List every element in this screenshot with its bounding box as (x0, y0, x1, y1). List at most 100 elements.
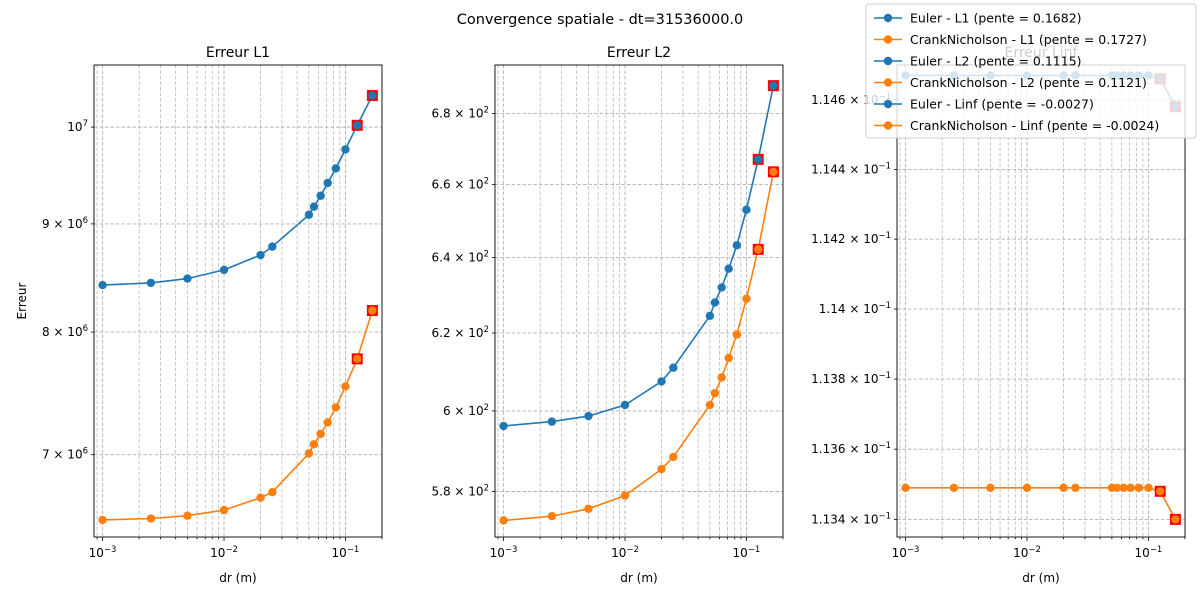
series-1-point (547, 417, 557, 426)
legend-marker (883, 99, 893, 109)
legend-entry-label: CrankNicholson - L2 (pente = 0.1121) (910, 75, 1147, 90)
series-1-point (368, 91, 377, 100)
legend-entry-label: Euler - L2 (pente = 0.1115) (910, 54, 1082, 69)
series-2-point (705, 400, 715, 410)
series-1-point (499, 421, 508, 431)
series-2-point (256, 493, 265, 502)
x-tick-label: 10−1 (1135, 545, 1163, 560)
x-tick-label: 10−1 (332, 545, 360, 560)
series-2-point (732, 330, 742, 339)
series-2-point (1071, 483, 1080, 492)
series-1-point (331, 164, 341, 173)
series-2-point (710, 388, 720, 398)
legend-entry-label: Euler - Linf (pente = -0.0027) (910, 97, 1094, 112)
series-2-point (331, 403, 341, 412)
x-tick-label: 10−2 (210, 545, 238, 560)
y-tick-label: 1.144 × 10−1 (811, 161, 891, 176)
figure-suptitle: Convergence spatiale - dt=31536000.0 (457, 12, 744, 28)
x-tick-label: 10−3 (892, 545, 920, 560)
series-2-point (547, 512, 557, 521)
series-2-point (316, 429, 325, 439)
series-line-1 (503, 85, 775, 427)
series-2-point (98, 515, 107, 525)
series-2-point (949, 483, 959, 492)
y-tick-label: 5.8 × 102 (432, 483, 489, 498)
series-2-point (1022, 483, 1032, 492)
series-2-point (268, 487, 277, 497)
legend-marker (883, 35, 893, 44)
series-1-point (323, 178, 332, 188)
series-2-point (1156, 487, 1165, 496)
y-tick-label: 1.14 × 10−1 (819, 301, 891, 316)
panel-2: 10−3 10−2 10−1 5.8 × 102 6 × 102 6.2 × 102 6.4… (432, 45, 784, 585)
series-2-point (986, 483, 995, 492)
series-2-point (183, 511, 192, 520)
series-1-point (256, 250, 265, 260)
legend: Euler - L1 (pente = 0.1682) CrankNicholso… (865, 3, 1197, 139)
series-1-point (304, 210, 314, 219)
y-tick-label: 1.134 × 10−1 (811, 511, 891, 526)
grid (897, 65, 1185, 537)
series-2-point (219, 505, 229, 515)
series-group (499, 80, 779, 525)
legend-frame (865, 3, 1197, 139)
series-1-point (669, 363, 678, 372)
legend-entry-label: CrankNicholson - L1 (pente = 0.1727) (910, 32, 1147, 47)
series-1-point (353, 121, 362, 130)
series-1-point (268, 242, 277, 251)
series-2-point (353, 354, 362, 364)
series-1-point (769, 81, 778, 90)
y-axis-label: Erreur (15, 282, 29, 319)
series-2-point (368, 306, 377, 315)
y-tick-label: 6.6 × 102 (432, 176, 489, 191)
series-2-point (769, 167, 778, 177)
y-tick-label: 6.2 × 102 (432, 325, 489, 340)
grid (495, 65, 783, 537)
series-1-point (724, 264, 733, 273)
series-1-point (98, 280, 107, 290)
series-2-point (499, 516, 508, 525)
series-2-point (1144, 483, 1153, 492)
panel-title: Erreur L2 (607, 45, 671, 61)
legend-entry-label: Euler - L1 (pente = 0.1682) (910, 11, 1082, 26)
series-2-point (1119, 483, 1128, 492)
series-2-point (341, 382, 350, 391)
series-1-point (657, 377, 666, 386)
legend-marker (883, 56, 893, 66)
series-2-point (657, 464, 666, 474)
y-tick-label: 9 × 106 (42, 216, 88, 231)
series-1-point (705, 311, 715, 320)
y-tick-label: 1.136 × 10−1 (811, 441, 891, 456)
y-tick-label: 1.138 × 10−1 (811, 371, 891, 386)
series-2-point (323, 418, 332, 427)
axes-frame (494, 64, 784, 538)
y-tick-label: 6 × 102 (443, 403, 489, 418)
series-2-point (304, 449, 314, 458)
x-tick-label: 10−1 (733, 545, 761, 560)
series-2-point (584, 504, 593, 513)
series-1-point (146, 278, 156, 288)
y-tick-label: 1.142 × 10−1 (811, 231, 891, 246)
x-axis-label: dr (m) (620, 571, 657, 585)
series-2-point (742, 294, 751, 303)
series-2-point (1126, 483, 1135, 492)
x-tick-label: 10−2 (611, 545, 639, 560)
series-1-point (732, 241, 742, 250)
y-tick-label: 6.8 × 102 (432, 105, 489, 120)
series-2-point (754, 245, 763, 254)
series-2-point (620, 491, 630, 500)
series-1-point (341, 145, 350, 154)
series-1-point (754, 155, 763, 164)
y-tick-label: 7 × 106 (42, 447, 88, 462)
series-2-point (1059, 483, 1068, 492)
x-tick-label: 10−2 (1013, 545, 1041, 560)
legend-entry-label: CrankNicholson - Linf (pente = -0.0024) (910, 118, 1159, 133)
series-1-point (710, 298, 720, 307)
series-2-point (1171, 515, 1180, 524)
series-1-point (717, 283, 726, 292)
x-axis-label: dr (m) (219, 571, 256, 585)
y-tick-label: 107 (67, 119, 88, 134)
series-2-point (717, 373, 726, 382)
series-2-point (669, 452, 678, 462)
